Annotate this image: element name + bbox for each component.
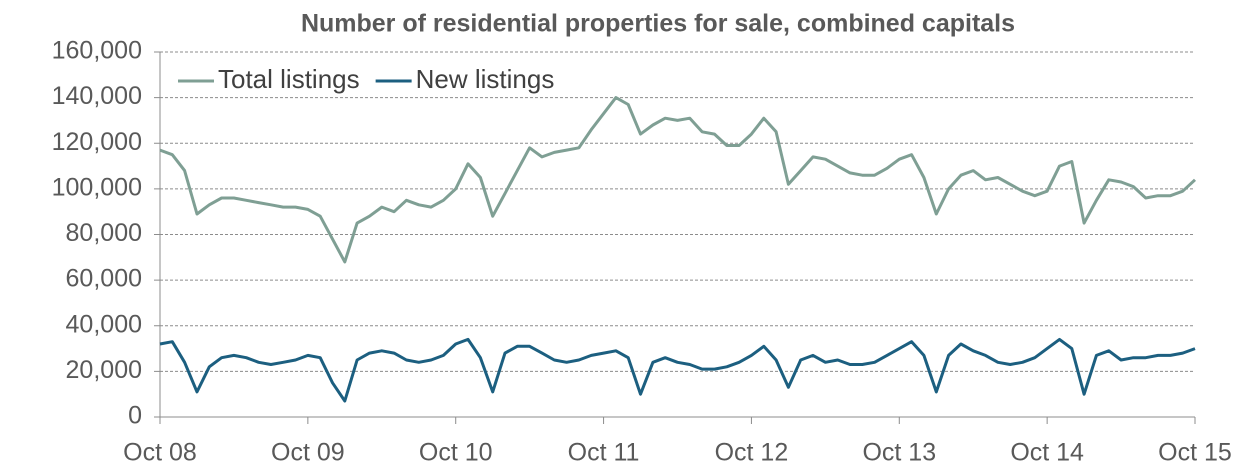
x-tick-label: Oct 11 xyxy=(568,439,640,467)
legend-label: Total listings xyxy=(218,64,360,94)
y-tick-label: 60,000 xyxy=(66,265,142,293)
legend-label: New listings xyxy=(416,64,555,94)
x-tick-label: Oct 15 xyxy=(1158,439,1232,467)
x-tick-label: Oct 13 xyxy=(862,439,936,467)
y-tick-label: 20,000 xyxy=(66,356,142,384)
y-tick-label: 40,000 xyxy=(66,310,142,338)
chart-title: Number of residential properties for sal… xyxy=(301,10,1015,38)
y-tick-label: 160,000 xyxy=(52,37,142,65)
y-tick-label: 120,000 xyxy=(52,128,142,156)
x-tick-label: Oct 14 xyxy=(1010,439,1084,467)
y-tick-label: 0 xyxy=(128,402,142,430)
x-tick-label: Oct 08 xyxy=(123,439,197,467)
series-line xyxy=(159,96,1197,264)
y-tick-label: 100,000 xyxy=(52,173,142,201)
series-line xyxy=(159,337,1196,403)
y-tick-label: 140,000 xyxy=(52,82,142,110)
x-tick-label: Oct 09 xyxy=(271,439,345,467)
y-tick-label: 80,000 xyxy=(66,219,142,247)
x-tick-label: Oct 10 xyxy=(419,439,493,467)
x-tick-label: Oct 12 xyxy=(715,439,789,467)
